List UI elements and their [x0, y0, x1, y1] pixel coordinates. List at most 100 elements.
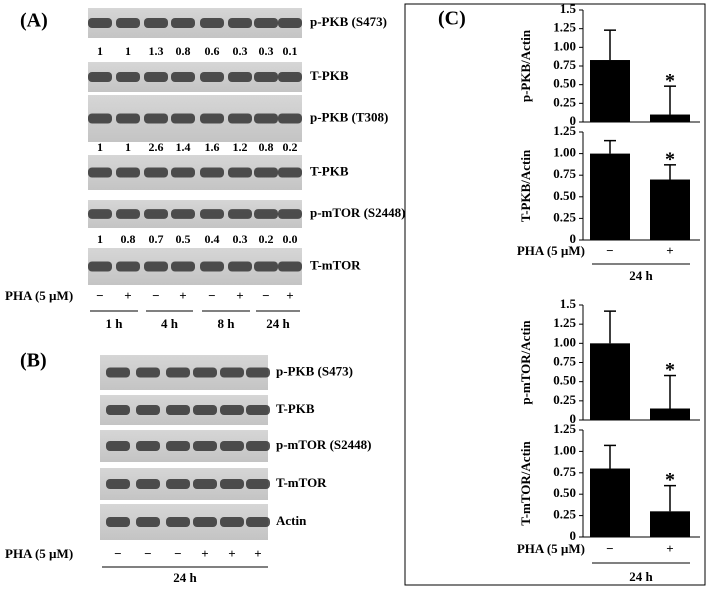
blot-band [278, 167, 302, 178]
blot-band [106, 517, 130, 527]
blot-band [200, 113, 224, 124]
condition: + [666, 541, 673, 556]
quantification: 0.7 [149, 232, 164, 246]
significance: * [665, 70, 675, 92]
blot-band [254, 261, 278, 272]
condition: − [144, 546, 151, 561]
y-tick-label: 0.50 [553, 485, 576, 500]
quantification: 0.8 [121, 232, 136, 246]
condition: + [286, 288, 293, 303]
blot-band [88, 18, 112, 28]
y-axis-label: p-PKB/Actin [518, 29, 533, 102]
y-tick-label: 1.5 [560, 296, 577, 311]
quantification: 1.2 [233, 140, 248, 154]
blot-band [193, 367, 217, 378]
blot-band [144, 167, 168, 178]
panel-label: (B) [20, 350, 47, 372]
condition: − [174, 546, 181, 561]
y-tick-label: 0.75 [553, 464, 576, 479]
blot-band [171, 72, 195, 82]
quantification: 0.2 [283, 140, 298, 154]
condition: − [606, 243, 613, 258]
blot-band [106, 367, 130, 378]
y-tick-label: 1.25 [553, 421, 576, 436]
condition: + [201, 546, 208, 561]
y-tick-label: 0 [570, 528, 577, 543]
quantification: 1.4 [176, 140, 191, 154]
blot-band [116, 261, 140, 272]
quantification: 0.3 [233, 44, 248, 58]
blot-band [228, 18, 252, 28]
blot-band [254, 209, 278, 219]
blot-band [220, 405, 244, 415]
blot-band [116, 113, 140, 124]
blot-band [228, 167, 252, 178]
blot-band [171, 167, 195, 178]
blot-band [88, 167, 112, 178]
blot-band [116, 72, 140, 82]
blot-band [193, 441, 217, 451]
blot-band [220, 517, 244, 527]
y-tick-label: 0.75 [553, 353, 576, 368]
blot-band [278, 18, 302, 28]
blot-band [228, 209, 252, 219]
blot-band [246, 405, 270, 415]
y-tick-label: 0.75 [553, 57, 576, 72]
condition: − [96, 288, 103, 303]
bar [650, 114, 690, 122]
quantification: 1 [97, 140, 103, 154]
treatment-label: PHA (5 µM) [517, 541, 585, 556]
time-label: 1 h [106, 316, 124, 331]
blot-band [106, 479, 130, 489]
blot-band [228, 261, 252, 272]
blot-label: T-PKB [310, 163, 349, 178]
blot-band [254, 18, 278, 28]
blot-band [220, 441, 244, 451]
blot-band [106, 441, 130, 451]
condition: + [228, 546, 235, 561]
y-tick-label: 1.25 [553, 315, 576, 330]
y-tick-label: 0.25 [553, 94, 576, 109]
significance: * [665, 148, 675, 170]
blot-band [254, 72, 278, 82]
blot-band [246, 479, 270, 489]
quantification: 0.0 [283, 232, 298, 246]
y-tick-label: 0.25 [553, 392, 576, 407]
y-tick-label: 1.00 [553, 145, 576, 160]
treatment-label: PHA (5 µM) [5, 546, 73, 561]
panel-label: (C) [438, 8, 466, 30]
blot-band [246, 441, 270, 451]
y-tick-label: 0.75 [553, 166, 576, 181]
y-axis-label: T-mTOR/Actin [518, 440, 533, 525]
time-label: 24 h [629, 268, 653, 283]
blot-band [171, 113, 195, 124]
quantification: 0.3 [259, 44, 274, 58]
y-tick-label: 0 [570, 113, 577, 128]
blot-band [278, 72, 302, 82]
time-label: 24 h [266, 316, 290, 331]
quantification: 1 [97, 232, 103, 246]
bar [650, 408, 690, 420]
blot-band [136, 405, 160, 415]
blot-band [88, 209, 112, 219]
quantification: 0.2 [259, 232, 274, 246]
blot-band [228, 72, 252, 82]
y-tick-label: 1.00 [553, 334, 576, 349]
y-tick-label: 1.00 [553, 38, 576, 53]
significance: * [665, 469, 675, 491]
quantification: 0.4 [205, 232, 220, 246]
y-tick-label: 1.25 [553, 20, 576, 35]
blot-band [193, 479, 217, 489]
quantification: 1.3 [149, 44, 164, 58]
blot-band [144, 209, 168, 219]
blot-band [166, 479, 190, 489]
blot-band [136, 479, 160, 489]
blot-label: p-PKB (S473) [310, 14, 387, 29]
blot-band [200, 167, 224, 178]
quantification: 1 [97, 44, 103, 58]
blot-band [200, 209, 224, 219]
blot-label: p-mTOR (S2448) [310, 205, 405, 220]
blot-band [166, 405, 190, 415]
blot-band [136, 367, 160, 378]
quantification: 1 [125, 140, 131, 154]
